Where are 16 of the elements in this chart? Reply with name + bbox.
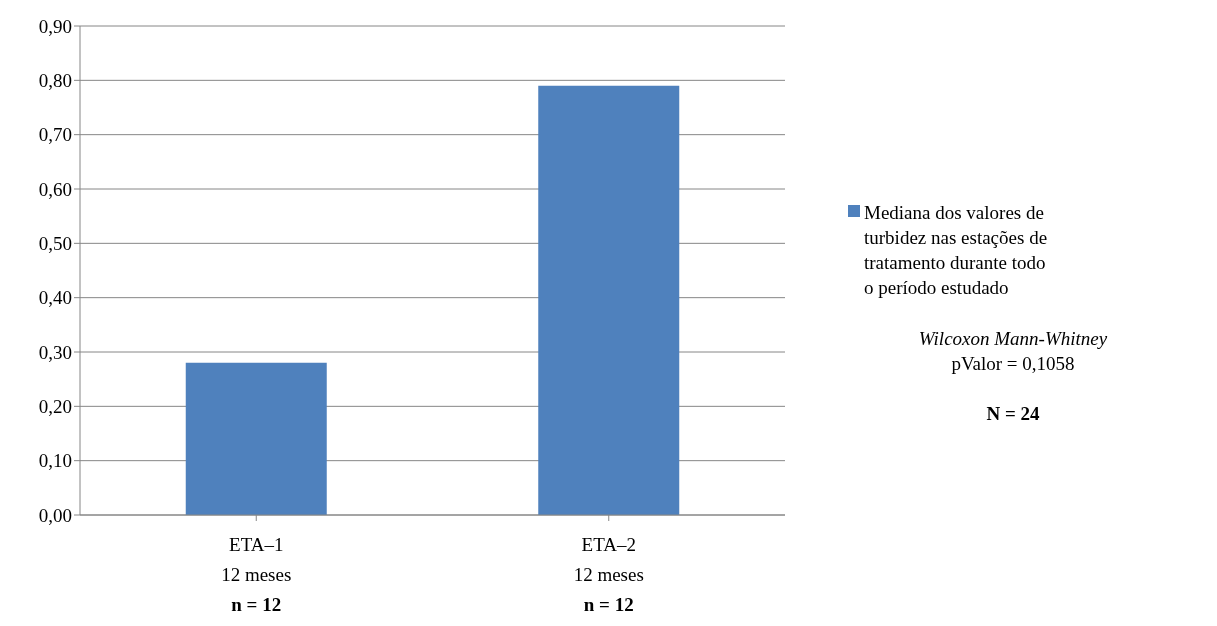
y-tick-label: 0,30 [38, 341, 72, 363]
y-tick-label: 0,10 [38, 450, 72, 472]
text: Wilcoxon Mann-Whitney [917, 327, 1109, 351]
legend-label: Mediana dos valores de turbidez nas estações de tratamento durante todo o período estudado [864, 201, 1049, 300]
y-tick-label: 0,90 [38, 15, 72, 37]
y-tick-label: 0,70 [38, 124, 72, 146]
y-tick-label: 0,40 [38, 287, 72, 309]
text: N = 24 [985, 402, 1041, 426]
y-tick-label: 0,50 [38, 233, 72, 255]
y-tick-label: 0,60 [38, 178, 72, 200]
y-tick-label: 0,00 [38, 504, 72, 526]
text: pValor = 0,1058 [950, 352, 1076, 376]
x-tick-label: ETA–1 12 meses n = 12 [221, 534, 292, 615]
y-tick-label: 0,20 [38, 396, 72, 418]
y-tick-label: 0,80 [38, 70, 72, 92]
x-tick-label: ETA–2 12 meses n = 12 [573, 534, 644, 615]
